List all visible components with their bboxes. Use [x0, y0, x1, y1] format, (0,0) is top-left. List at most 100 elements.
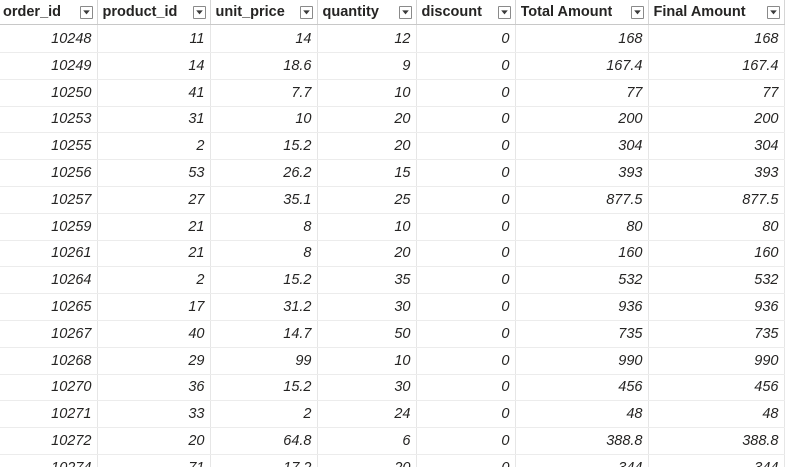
table-cell-total-amount[interactable]: 200 [515, 106, 649, 134]
table-row[interactable]: 10268 29 99 10 0 990 990 [0, 347, 785, 375]
table-cell-total-amount[interactable]: 936 [515, 293, 649, 321]
table-cell-final-amount[interactable]: 735 [648, 320, 785, 348]
table-cell-product-id[interactable]: 40 [97, 320, 211, 348]
table-cell-total-amount[interactable]: 168 [515, 24, 649, 53]
table-cell-final-amount[interactable]: 393 [648, 159, 785, 187]
table-cell-discount[interactable]: 0 [416, 79, 516, 107]
table-cell-total-amount[interactable]: 456 [515, 374, 649, 402]
table-cell-unit-price[interactable]: 18.6 [210, 52, 318, 80]
table-cell-unit-price[interactable]: 8 [210, 240, 318, 268]
table-cell-product-id[interactable]: 2 [97, 266, 211, 295]
table-cell-order-id[interactable]: 10271 [0, 400, 98, 429]
table-cell-quantity[interactable]: 20 [317, 454, 417, 467]
table-cell-order-id[interactable]: 10272 [0, 427, 98, 455]
column-header-total-amount[interactable]: Total Amount [515, 0, 649, 25]
table-row[interactable]: 10250 41 7.7 10 0 77 77 [0, 79, 785, 107]
table-cell-order-id[interactable]: 10270 [0, 374, 98, 402]
table-cell-product-id[interactable]: 17 [97, 293, 211, 321]
table-cell-unit-price[interactable]: 99 [210, 347, 318, 375]
table-cell-discount[interactable]: 0 [416, 52, 516, 80]
table-cell-order-id[interactable]: 10265 [0, 293, 98, 321]
table-cell-final-amount[interactable]: 304 [648, 132, 785, 161]
table-cell-total-amount[interactable]: 304 [515, 132, 649, 161]
table-cell-unit-price[interactable]: 35.1 [210, 186, 318, 214]
table-cell-unit-price[interactable]: 14.7 [210, 320, 318, 348]
table-cell-total-amount[interactable]: 77 [515, 79, 649, 107]
table-cell-final-amount[interactable]: 990 [648, 347, 785, 375]
table-cell-product-id[interactable]: 53 [97, 159, 211, 187]
table-cell-final-amount[interactable]: 388.8 [648, 427, 785, 455]
table-cell-total-amount[interactable]: 344 [515, 454, 649, 467]
table-row[interactable]: 10272 20 64.8 6 0 388.8 388.8 [0, 427, 785, 455]
table-row[interactable]: 10259 21 8 10 0 80 80 [0, 213, 785, 241]
table-cell-final-amount[interactable]: 167.4 [648, 52, 785, 80]
column-filter-button[interactable] [398, 5, 412, 19]
table-cell-order-id[interactable]: 10255 [0, 132, 98, 161]
table-cell-final-amount[interactable]: 344 [648, 454, 785, 467]
table-cell-unit-price[interactable]: 7.7 [210, 79, 318, 107]
column-header-quantity[interactable]: quantity [317, 0, 417, 25]
table-cell-discount[interactable]: 0 [416, 240, 516, 268]
table-cell-product-id[interactable]: 27 [97, 186, 211, 214]
table-cell-order-id[interactable]: 10256 [0, 159, 98, 187]
table-cell-final-amount[interactable]: 48 [648, 400, 785, 429]
table-cell-discount[interactable]: 0 [416, 213, 516, 241]
table-cell-unit-price[interactable]: 15.2 [210, 374, 318, 402]
table-cell-order-id[interactable]: 10267 [0, 320, 98, 348]
table-cell-discount[interactable]: 0 [416, 320, 516, 348]
table-row[interactable]: 10255 2 15.2 20 0 304 304 [0, 132, 785, 161]
table-cell-quantity[interactable]: 30 [317, 374, 417, 402]
column-header-discount[interactable]: discount [416, 0, 516, 25]
table-cell-unit-price[interactable]: 8 [210, 213, 318, 241]
table-cell-quantity[interactable]: 10 [317, 79, 417, 107]
table-cell-discount[interactable]: 0 [416, 106, 516, 134]
table-cell-order-id[interactable]: 10249 [0, 52, 98, 80]
table-cell-total-amount[interactable]: 393 [515, 159, 649, 187]
table-cell-order-id[interactable]: 10274 [0, 454, 98, 467]
column-filter-button[interactable] [630, 5, 644, 19]
table-cell-quantity[interactable]: 30 [317, 293, 417, 321]
table-cell-product-id[interactable]: 33 [97, 400, 211, 429]
column-header-product-id[interactable]: product_id [97, 0, 211, 25]
table-cell-total-amount[interactable]: 160 [515, 240, 649, 268]
table-cell-final-amount[interactable]: 80 [648, 213, 785, 241]
table-cell-product-id[interactable]: 14 [97, 52, 211, 80]
table-row[interactable]: 102747117.2200344344 [0, 454, 785, 467]
table-cell-total-amount[interactable]: 532 [515, 266, 649, 295]
column-header-unit-price[interactable]: unit_price [210, 0, 318, 25]
table-row[interactable]: 10270 36 15.2 30 0 456 456 [0, 374, 785, 402]
table-row[interactable]: 10267 40 14.7 50 0 735 735 [0, 320, 785, 348]
table-cell-final-amount[interactable]: 200 [648, 106, 785, 134]
table-cell-product-id[interactable]: 31 [97, 106, 211, 134]
table-cell-quantity[interactable]: 25 [317, 186, 417, 214]
table-cell-unit-price[interactable]: 17.2 [210, 454, 318, 467]
column-filter-button[interactable] [299, 5, 313, 19]
column-header-order-id[interactable]: order_id [0, 0, 98, 25]
table-cell-final-amount[interactable]: 877.5 [648, 186, 785, 214]
table-row[interactable]: 10253 31 10 20 0 200 200 [0, 106, 785, 134]
table-cell-order-id[interactable]: 10264 [0, 266, 98, 295]
table-cell-unit-price[interactable]: 10 [210, 106, 318, 134]
table-cell-quantity[interactable]: 10 [317, 347, 417, 375]
table-cell-product-id[interactable]: 29 [97, 347, 211, 375]
table-cell-unit-price[interactable]: 64.8 [210, 427, 318, 455]
table-cell-order-id[interactable]: 10250 [0, 79, 98, 107]
table-cell-quantity[interactable]: 24 [317, 400, 417, 429]
table-row[interactable]: 10265 17 31.2 30 0 936 936 [0, 293, 785, 321]
table-cell-product-id[interactable]: 2 [97, 132, 211, 161]
table-row[interactable]: 10261 21 8 20 0 160 160 [0, 240, 785, 268]
table-cell-discount[interactable]: 0 [416, 293, 516, 321]
table-cell-product-id[interactable]: 36 [97, 374, 211, 402]
table-cell-quantity[interactable]: 20 [317, 106, 417, 134]
table-cell-discount[interactable]: 0 [416, 132, 516, 161]
table-cell-discount[interactable]: 0 [416, 186, 516, 214]
table-cell-order-id[interactable]: 10253 [0, 106, 98, 134]
table-cell-discount[interactable]: 0 [416, 24, 516, 53]
table-cell-quantity[interactable]: 10 [317, 213, 417, 241]
table-cell-discount[interactable]: 0 [416, 454, 516, 467]
table-cell-order-id[interactable]: 10257 [0, 186, 98, 214]
table-cell-unit-price[interactable]: 31.2 [210, 293, 318, 321]
table-cell-final-amount[interactable]: 160 [648, 240, 785, 268]
table-cell-final-amount[interactable]: 532 [648, 266, 785, 295]
table-cell-final-amount[interactable]: 936 [648, 293, 785, 321]
